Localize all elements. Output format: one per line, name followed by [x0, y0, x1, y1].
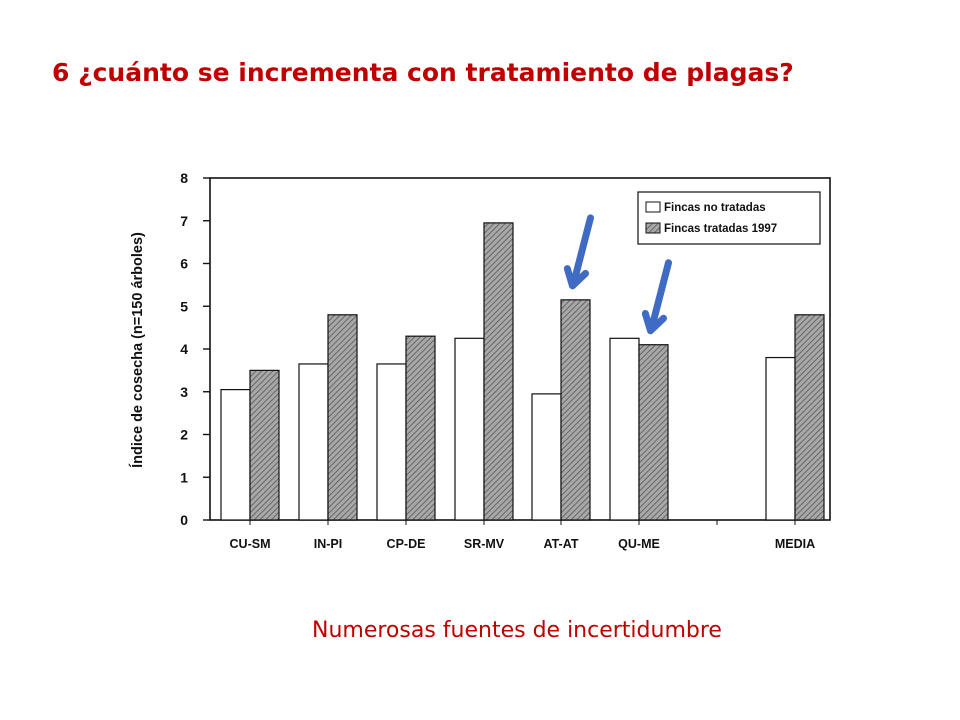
down-arrow-icon — [563, 214, 594, 290]
x-tick-label: SR-MV — [464, 537, 505, 551]
down-arrow-icon — [641, 259, 672, 335]
harvest-index-bar-chart: 0 1 2 3 4 5 6 7 8 CU-SM IN-PI CP-DE SR-MV AT-AT QU-ME… — [129, 170, 831, 551]
x-tick-label: MEDIA — [775, 537, 815, 551]
y-axis-label: Índice de cosecha (n=150 árboles) — [129, 232, 146, 468]
x-tick-label: QU-ME — [618, 537, 660, 551]
x-tick-label: CU-SM — [230, 537, 271, 551]
x-axis: CU-SM IN-PI CP-DE SR-MV AT-AT QU-ME MEDIA — [230, 520, 815, 551]
bar-untreated-cp-de — [376, 363, 407, 521]
bar-untreated-qu-me — [609, 337, 640, 521]
bars — [220, 222, 825, 521]
y-tick-label: 0 — [180, 512, 188, 528]
bar-untreated-cu-sm — [220, 389, 251, 521]
bar-treated-cp-de — [405, 335, 436, 521]
y-tick-label: 1 — [180, 469, 188, 485]
y-axis: 0 1 2 3 4 5 6 7 8 — [180, 170, 210, 528]
y-tick-label: 2 — [180, 427, 188, 443]
y-tick-label: 6 — [180, 256, 188, 272]
legend-box — [637, 191, 821, 245]
y-tick-label: 5 — [180, 298, 188, 314]
slide-title: 6 ¿cuánto se incrementa con tratamiento … — [52, 58, 794, 87]
x-tick-label: CP-DE — [387, 537, 426, 551]
bar-untreated-sr-mv — [454, 337, 485, 521]
bar-untreated-media — [765, 356, 796, 521]
legend: Fincas no tratadas Fincas tratadas 1997 — [637, 191, 821, 245]
x-tick-label: IN-PI — [314, 537, 342, 551]
y-tick-label: 4 — [180, 341, 188, 357]
x-tick-label: AT-AT — [544, 537, 579, 551]
legend-label-untreated: Fincas no tratadas — [664, 202, 766, 214]
legend-swatch-treated — [645, 222, 661, 234]
bar-untreated-at-at — [531, 393, 562, 521]
y-tick-label: 7 — [180, 213, 188, 229]
bar-treated-sr-mv — [483, 222, 514, 521]
bar-treated-media — [794, 314, 825, 521]
legend-label-treated: Fincas tratadas 1997 — [664, 223, 777, 235]
caption-text: Numerosas fuentes de incertidumbre — [312, 618, 722, 643]
y-tick-label: 3 — [180, 384, 188, 400]
bar-treated-at-at — [560, 299, 591, 521]
y-tick-label: 8 — [180, 170, 188, 186]
bar-treated-cu-sm — [249, 369, 280, 521]
annotation-arrows — [563, 214, 672, 335]
bar-treated-qu-me — [638, 344, 669, 521]
bar-untreated-in-pi — [298, 363, 329, 521]
legend-swatch-untreated — [645, 201, 661, 213]
bar-treated-in-pi — [327, 314, 358, 521]
